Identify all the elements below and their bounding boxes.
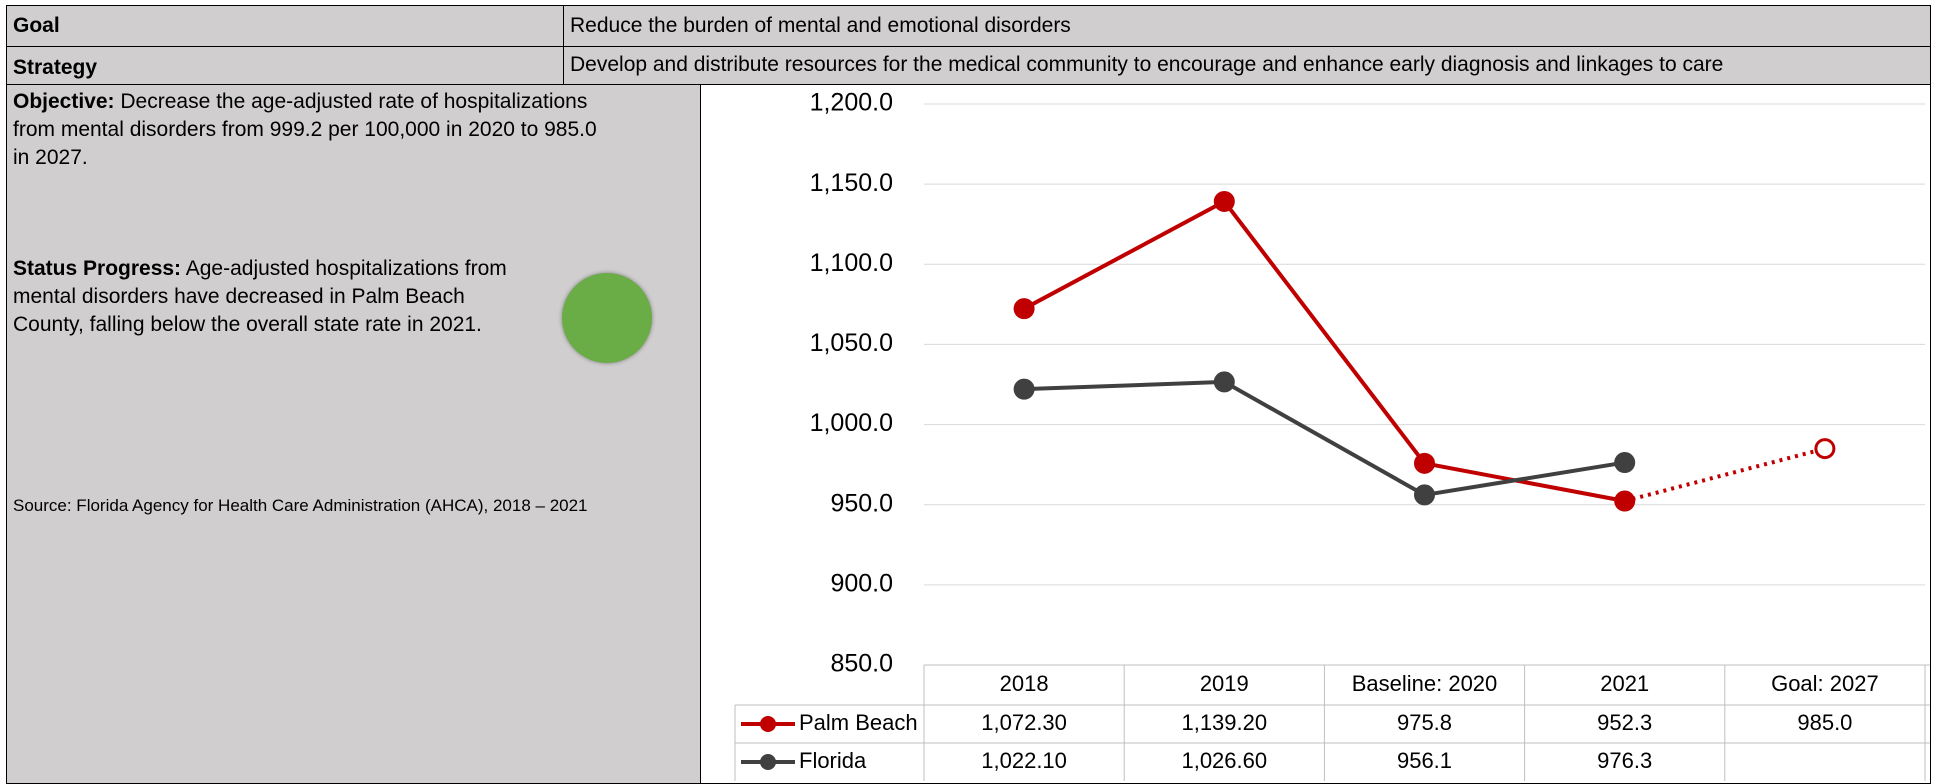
legend-marker	[760, 754, 776, 770]
objective: Objective: Decrease the age-adjusted rat…	[13, 88, 603, 172]
table-value: 1,139.20	[1181, 710, 1267, 735]
series-line	[1023, 198, 1626, 503]
y-tick-label: 1,050.0	[810, 329, 893, 357]
status: Status Progress: Age-adjusted hospitaliz…	[13, 255, 533, 339]
legend-label: Palm Beach	[799, 710, 918, 735]
y-tick-label: 950.0	[830, 489, 893, 517]
table-value: 952.3	[1597, 710, 1652, 735]
y-tick-label: 1,200.0	[810, 89, 893, 117]
table-value: 1,026.60	[1181, 748, 1267, 773]
strategy-text: Develop and distribute resources for the…	[570, 53, 1724, 76]
y-tick-label: 1,100.0	[810, 249, 893, 277]
strategy-label: Strategy	[13, 56, 98, 79]
series-line	[1024, 379, 1626, 498]
goal-line	[1624, 446, 1826, 503]
point	[1614, 490, 1636, 512]
status-label: Status Progress:	[13, 257, 182, 280]
table-value: 975.8	[1397, 710, 1452, 735]
y-tick-label: 900.0	[830, 569, 893, 597]
goal-text: Reduce the burden of mental and emotiona…	[570, 14, 1071, 37]
left-panel: Objective: Decrease the age-adjusted rat…	[6, 84, 701, 784]
x-tick-label: 2018	[1000, 671, 1049, 696]
x-tick-label: Baseline: 2020	[1352, 671, 1498, 696]
legend-marker	[760, 716, 776, 732]
point	[1213, 371, 1235, 393]
legend-label: Florida	[799, 748, 867, 773]
strategy-label-cell: Strategy	[6, 46, 564, 85]
table-value: 976.3	[1597, 748, 1652, 773]
table-value: 956.1	[1397, 748, 1452, 773]
status-indicator	[562, 273, 652, 363]
point	[1213, 190, 1235, 212]
status-text: Age-adjusted hospitalizations from menta…	[13, 257, 507, 336]
x-tick-label: Goal: 2027	[1771, 671, 1879, 696]
y-tick-label: 1,000.0	[810, 409, 893, 437]
point	[1414, 452, 1435, 474]
table-value: 985.0	[1797, 710, 1852, 735]
table-value: 1,072.30	[981, 710, 1067, 735]
point	[1614, 452, 1636, 474]
x-tick-label: 2019	[1200, 671, 1249, 696]
goal-label: Goal	[13, 14, 60, 37]
source: Source: Florida Agency for Health Care A…	[13, 496, 588, 515]
point	[1013, 378, 1035, 400]
y-tick-label: 850.0	[830, 650, 893, 678]
point	[1414, 484, 1435, 506]
y-tick-label: 1,150.0	[810, 169, 893, 197]
objective-text: Decrease the age-adjusted rate of hospit…	[13, 90, 597, 169]
point	[1814, 438, 1836, 460]
objective-label: Objective:	[13, 90, 115, 113]
table-value: 1,022.10	[981, 748, 1067, 773]
goal-label-cell: Goal	[6, 5, 564, 47]
x-tick-label: 2021	[1600, 671, 1649, 696]
point	[1013, 298, 1035, 320]
